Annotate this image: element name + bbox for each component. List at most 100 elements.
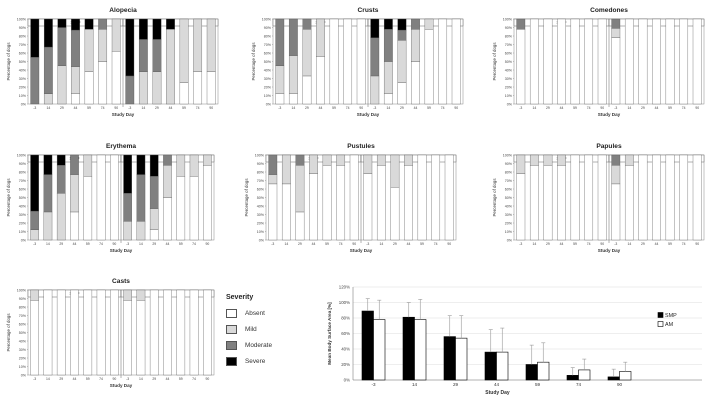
y-tick-label: 90% [505,162,513,166]
bar-segment-smp-absent [56,289,66,376]
bar-segment-smp-absent [322,165,332,241]
bar-segment-am-severe [123,154,132,194]
y-tick-label: 40% [505,205,513,209]
bar-segment-am-absent [383,93,393,105]
severity-legend: Severity Absent Mild Moderate Severe [226,294,316,374]
y-tick-label: 10% [19,230,27,234]
y-tick-label: 80% [257,171,265,175]
x-tick-label: 59 [332,106,336,110]
bar-segment-am-absent [404,165,413,241]
y-tick-label: 120% [339,285,350,290]
x-tick-label: -3 [373,106,376,110]
y-axis-label: Percentage of dogs [6,42,11,81]
bar-segment-am-absent [176,176,186,241]
x-tick-label: 29 [393,242,397,246]
x-tick-label: 29 [152,242,156,246]
x-tick-label: 14 [627,242,631,246]
bar-segment-am-moderate [397,29,407,41]
x-tick-label: 29 [400,106,404,110]
y-tick-label: 0% [507,239,513,243]
x-tick-label: -3 [519,242,522,246]
legend-label-absent: Absent [245,309,265,317]
y-tick-label: 0% [259,239,265,243]
bar-segment-am-moderate [370,37,380,77]
bar-segment-smp-moderate [268,154,278,175]
chart-title: Pustules [347,143,375,150]
y-tick-label: 60% [257,188,265,192]
y-tick-label: 100% [503,154,513,158]
y-tick-label: 10% [264,94,272,98]
y-tick-label: 80% [19,306,27,310]
x-tick-label: 74 [587,106,591,110]
bar-segment-am-absent [189,176,199,241]
y-tick-label: 0% [21,103,27,107]
bar-segment-smp-mild [529,154,539,166]
bar-segment-smp-mild [543,154,553,166]
legend-label-am: AM [665,322,674,328]
bar-segment-am-mild [152,71,162,105]
bar-segment-am-mild [163,165,172,198]
bar-segment-am-severe [383,18,393,30]
bar-segment-am-absent [692,18,702,105]
bar-segment-smp-absent [516,173,526,241]
y-tick-label: 80% [264,35,272,39]
x-axis-label: Study Day [110,248,133,253]
y-tick-label: 70% [19,314,27,318]
x-tick-label: 59 [179,377,183,381]
x-tick-label: 90 [454,106,458,110]
y-axis-label: Percentage of dogs [6,178,11,217]
bar-smp [484,351,497,381]
bar-segment-smp-absent [288,93,298,105]
y-tick-label: 50% [19,60,27,64]
bar-segment-am-absent [665,18,675,105]
legend-item-moderate: Moderate [226,337,316,353]
y-tick-label: 60% [505,188,513,192]
bar-segment-smp-absent [336,165,346,241]
x-tick-label: 14 [284,242,288,246]
x-tick-label: 29 [641,242,645,246]
legend-swatch-absent [226,308,237,318]
y-tick-label: 80% [19,35,27,39]
bar-segment-am-absent [179,82,189,105]
bar-segment-am-mild [206,18,216,72]
bar-segment-smp-mild [84,29,94,72]
bar-segment-smp-absent [98,61,108,105]
bar-segment-am-mild [611,28,621,38]
bar-segment-smp-moderate [43,46,53,94]
x-tick-label: 29 [298,242,302,246]
x-tick-label: 90 [600,106,604,110]
x-tick-label: 14 [532,106,536,110]
x-tick-label: 14 [139,377,143,381]
bar-segment-smp-mild [302,29,312,77]
x-tick-label: 90 [112,242,116,246]
bar-segment-am-moderate [163,154,172,166]
y-axis-label: Percentage of dogs [492,42,497,81]
bar-segment-smp-absent [83,176,93,241]
x-tick-label: 90 [617,382,623,387]
bar-segment-am-mild [136,221,146,241]
legend-label-mild: Mild [245,325,257,333]
y-tick-label: 20% [19,357,27,361]
legend-swatch-severe [226,356,237,366]
bar-smp [525,364,538,381]
bar-segment-smp-mild [316,18,325,57]
x-tick-label: 59 [573,242,577,246]
x-tick-label: 14 [532,242,536,246]
bar-segment-smp-absent [110,154,119,241]
x-tick-label: 29 [152,377,156,381]
legend-item-absent: Absent [226,305,316,321]
x-tick-label: 14 [141,106,145,110]
y-tick-label: 10% [19,365,27,369]
y-tick-label: 20% [505,222,513,226]
y-tick-label: 70% [19,43,27,47]
bar-segment-smp-severe [84,18,94,30]
x-tick-label: 90 [600,242,604,246]
x-tick-label: 14 [46,106,50,110]
bar-segment-smp-severe [56,154,66,166]
bar-segment-am-absent [411,61,420,105]
bar-segment-am-mild [370,75,380,105]
x-tick-label: 90 [209,106,213,110]
x-tick-label: 59 [87,106,91,110]
x-tick-label: 29 [60,106,64,110]
